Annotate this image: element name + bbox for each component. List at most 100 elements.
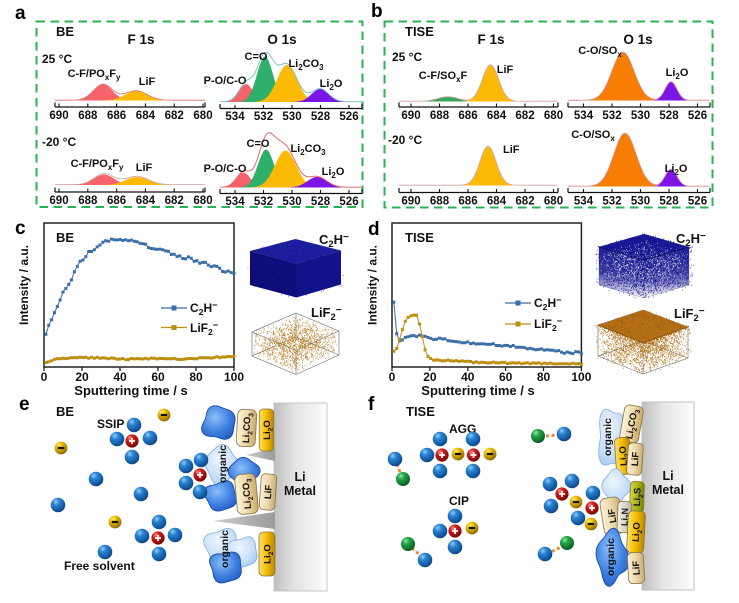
svg-text:20: 20 [75, 370, 89, 384]
svg-text:b: b [371, 1, 383, 22]
svg-text:C=O: C=O [245, 51, 268, 63]
svg-text:Li2CO3: Li2CO3 [241, 478, 256, 510]
svg-text:LiF: LiF [631, 560, 643, 575]
svg-text:BE: BE [56, 230, 74, 245]
svg-text:686: 686 [458, 110, 477, 122]
svg-text:c: c [15, 218, 26, 239]
svg-text:LiF: LiF [263, 484, 275, 499]
svg-text:AGG: AGG [449, 422, 476, 436]
svg-text:LiF: LiF [606, 508, 619, 524]
svg-text:0: 0 [389, 370, 396, 384]
svg-text:Li2O: Li2O [322, 166, 345, 180]
svg-text:688: 688 [430, 196, 450, 208]
svg-text:O 1s: O 1s [623, 32, 652, 47]
svg-text:Li2S: Li2S [632, 488, 645, 507]
svg-text:TISE: TISE [405, 230, 434, 245]
svg-text:680: 680 [544, 196, 563, 208]
svg-text:684: 684 [136, 195, 156, 207]
svg-text:Li2CO3: Li2CO3 [624, 408, 642, 440]
svg-text:LiF: LiF [630, 451, 642, 466]
svg-text:100: 100 [224, 370, 244, 384]
svg-text:Free solvent: Free solvent [64, 559, 135, 573]
svg-text:Li2CO3: Li2CO3 [290, 143, 326, 157]
svg-text:P-O/C-O: P-O/C-O [204, 75, 247, 87]
svg-text:532: 532 [602, 110, 621, 122]
svg-text:684: 684 [487, 110, 507, 122]
svg-text:C-F/SOxF: C-F/SOxF [419, 70, 468, 84]
svg-text:682: 682 [165, 195, 184, 207]
svg-text:688: 688 [430, 110, 450, 122]
svg-text:organic: organic [605, 538, 617, 576]
svg-text:528: 528 [659, 196, 679, 208]
svg-text:686: 686 [458, 196, 477, 208]
svg-text:organic: organic [602, 418, 614, 456]
svg-text:C-F/POxFy: C-F/POxFy [68, 68, 121, 82]
svg-text:C-O/SOx: C-O/SOx [578, 45, 622, 59]
svg-text:C2H−: C2H− [676, 231, 706, 248]
svg-text:P-O/C-O: P-O/C-O [204, 163, 247, 175]
svg-text:LiF: LiF [503, 144, 520, 156]
svg-text:CIP: CIP [449, 494, 469, 508]
svg-text:534: 534 [574, 110, 594, 122]
svg-text:690: 690 [49, 110, 68, 122]
svg-text:80: 80 [537, 370, 551, 384]
svg-text:530: 530 [282, 111, 301, 123]
svg-text:532: 532 [254, 196, 273, 208]
svg-text:528: 528 [311, 111, 331, 123]
svg-text:LiF: LiF [497, 64, 514, 76]
svg-text:LiF: LiF [136, 162, 153, 174]
svg-text:organic: organic [219, 530, 231, 568]
svg-text:a: a [15, 3, 26, 24]
svg-text:Li2O: Li2O [262, 420, 275, 440]
svg-text:528: 528 [659, 110, 679, 122]
svg-text:Li2O: Li2O [320, 78, 343, 92]
svg-text:C2H−: C2H− [319, 232, 349, 249]
svg-text:688: 688 [78, 195, 98, 207]
svg-text:534: 534 [225, 196, 245, 208]
svg-text:690: 690 [401, 196, 420, 208]
svg-text:TISE: TISE [405, 24, 434, 39]
svg-text:530: 530 [631, 110, 650, 122]
svg-text:LiF2−: LiF2− [534, 316, 563, 333]
svg-text:686: 686 [107, 110, 126, 122]
svg-text:528: 528 [311, 196, 331, 208]
svg-text:25 °C: 25 °C [392, 50, 422, 64]
svg-text:680: 680 [193, 110, 212, 122]
svg-text:Sputtering time / s: Sputtering time / s [421, 383, 534, 398]
svg-text:LiF2−: LiF2− [311, 305, 342, 322]
svg-text:Li2O: Li2O [631, 522, 645, 542]
svg-text:-20 °C: -20 °C [388, 133, 422, 147]
svg-text:526: 526 [339, 196, 358, 208]
svg-text:Li2O: Li2O [665, 163, 688, 177]
svg-text:Li2O: Li2O [666, 67, 689, 81]
svg-text:526: 526 [688, 196, 707, 208]
svg-text:F 1s: F 1s [127, 32, 154, 47]
svg-text:BE: BE [56, 24, 74, 39]
svg-text:526: 526 [688, 110, 707, 122]
svg-text:Li2O: Li2O [262, 544, 275, 564]
svg-text:534: 534 [225, 111, 245, 123]
svg-text:Intensity / a.u.: Intensity / a.u. [366, 245, 380, 325]
svg-text:-20 °C: -20 °C [42, 135, 76, 149]
svg-text:Sputtering time / s: Sputtering time / s [74, 383, 187, 398]
svg-text:Metal: Metal [284, 484, 316, 498]
svg-text:682: 682 [515, 110, 534, 122]
svg-text:684: 684 [487, 196, 507, 208]
svg-text:682: 682 [515, 196, 534, 208]
svg-text:534: 534 [574, 196, 594, 208]
svg-text:e: e [19, 394, 30, 415]
svg-text:organic: organic [217, 445, 229, 483]
svg-text:C2H−: C2H− [190, 300, 218, 317]
svg-text:O 1s: O 1s [267, 32, 296, 47]
svg-text:526: 526 [339, 111, 358, 123]
svg-text:Li: Li [662, 469, 673, 483]
svg-text:680: 680 [193, 195, 212, 207]
svg-text:60: 60 [499, 370, 513, 384]
svg-text:530: 530 [631, 196, 650, 208]
svg-text:F 1s: F 1s [477, 32, 504, 47]
svg-text:Intensity / a.u.: Intensity / a.u. [17, 245, 31, 325]
svg-text:f: f [368, 394, 375, 415]
svg-text:LiF: LiF [139, 76, 156, 88]
svg-text:684: 684 [136, 110, 156, 122]
svg-text:LiF2−: LiF2− [674, 306, 705, 323]
